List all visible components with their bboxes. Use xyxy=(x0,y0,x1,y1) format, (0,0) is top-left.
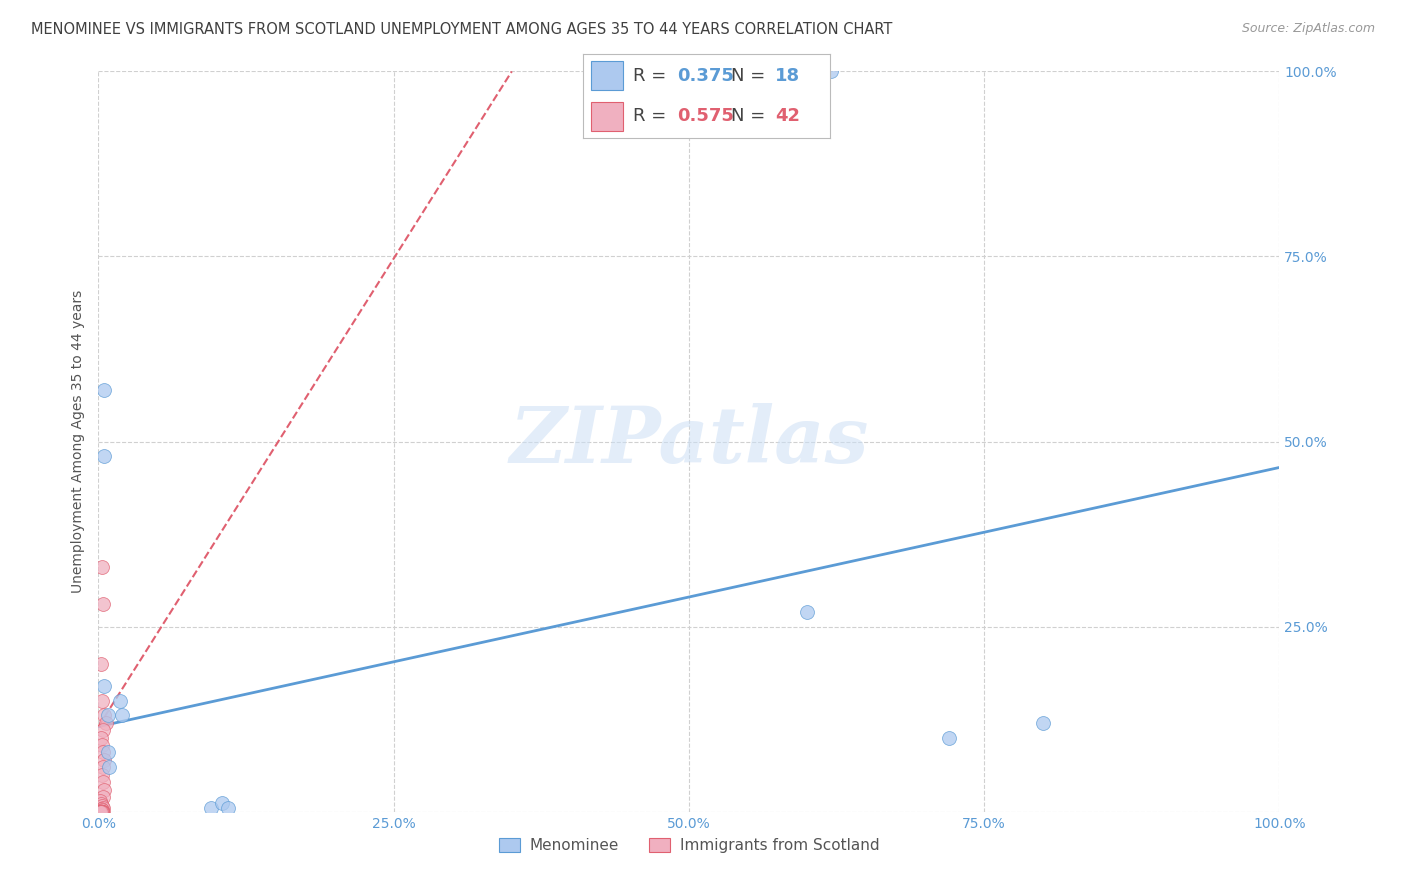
Legend: Menominee, Immigrants from Scotland: Menominee, Immigrants from Scotland xyxy=(492,832,886,860)
Point xyxy=(90,805,112,819)
Bar xyxy=(591,102,623,130)
Point xyxy=(89,805,111,819)
Point xyxy=(93,450,115,464)
Point xyxy=(111,708,134,723)
Text: Source: ZipAtlas.com: Source: ZipAtlas.com xyxy=(1241,22,1375,36)
Point xyxy=(91,805,114,819)
Text: R =: R = xyxy=(633,107,672,125)
Point xyxy=(89,794,111,808)
Point xyxy=(91,805,114,819)
Point xyxy=(217,801,239,815)
Point xyxy=(91,746,114,760)
Text: R =: R = xyxy=(633,67,672,85)
Y-axis label: Unemployment Among Ages 35 to 44 years: Unemployment Among Ages 35 to 44 years xyxy=(72,290,86,593)
Point xyxy=(93,708,115,723)
Point xyxy=(91,805,114,819)
Point xyxy=(89,805,111,819)
Point xyxy=(90,657,112,671)
Point xyxy=(97,708,120,723)
Point xyxy=(91,760,114,774)
Point xyxy=(90,805,112,819)
Text: N =: N = xyxy=(731,107,770,125)
Point xyxy=(90,731,112,745)
Point xyxy=(91,805,114,819)
Text: 0.375: 0.375 xyxy=(678,67,734,85)
Point xyxy=(94,715,117,730)
Point xyxy=(91,801,114,815)
Point xyxy=(93,753,115,767)
Point xyxy=(91,775,114,789)
Point xyxy=(90,805,112,819)
Point xyxy=(89,805,111,819)
Text: ZIPatlas: ZIPatlas xyxy=(509,403,869,480)
Point xyxy=(91,694,114,708)
Point xyxy=(93,782,115,797)
Point xyxy=(98,760,121,774)
Point xyxy=(91,560,114,574)
Text: 0.575: 0.575 xyxy=(678,107,734,125)
Point xyxy=(91,798,114,813)
Point xyxy=(211,796,233,810)
Point xyxy=(89,804,111,818)
Point xyxy=(89,805,111,819)
Point xyxy=(89,805,111,819)
Point xyxy=(90,805,112,819)
Point xyxy=(796,605,818,619)
Point xyxy=(91,805,114,819)
Point xyxy=(91,767,114,781)
Point xyxy=(90,797,112,812)
Point xyxy=(90,803,112,817)
Point xyxy=(90,805,112,819)
Bar xyxy=(591,62,623,90)
Text: MENOMINEE VS IMMIGRANTS FROM SCOTLAND UNEMPLOYMENT AMONG AGES 35 TO 44 YEARS COR: MENOMINEE VS IMMIGRANTS FROM SCOTLAND UN… xyxy=(31,22,893,37)
Point xyxy=(90,805,112,819)
Point xyxy=(93,383,115,397)
Point xyxy=(91,803,114,817)
Point xyxy=(91,805,114,819)
Point xyxy=(91,789,114,804)
Point xyxy=(91,723,114,738)
Point xyxy=(90,805,112,819)
Point xyxy=(93,679,115,693)
Point xyxy=(91,738,114,752)
Point xyxy=(108,694,131,708)
Point xyxy=(938,731,960,745)
Text: 42: 42 xyxy=(776,107,800,125)
Point xyxy=(820,64,842,78)
Text: N =: N = xyxy=(731,67,770,85)
Point xyxy=(97,746,120,760)
Point xyxy=(91,598,114,612)
Text: 18: 18 xyxy=(776,67,800,85)
Point xyxy=(200,801,222,815)
Point xyxy=(1032,715,1054,730)
Point xyxy=(90,805,112,819)
